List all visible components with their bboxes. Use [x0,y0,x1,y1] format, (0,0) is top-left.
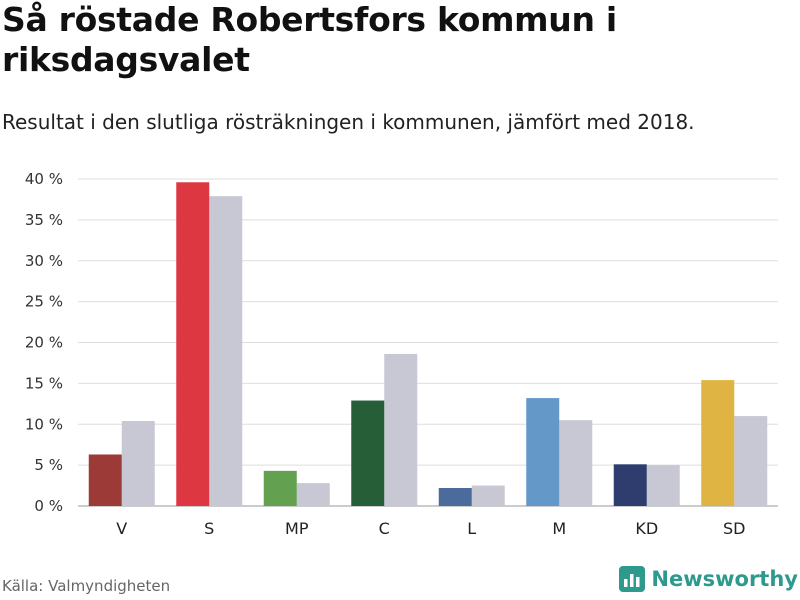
y-tick-label: 25 % [25,293,63,311]
y-tick-label: 10 % [25,415,63,433]
chart-subtitle: Resultat i den slutliga rösträkningen i … [2,110,695,134]
y-tick-label: 20 % [25,334,63,352]
y-tick-label: 40 % [25,170,63,188]
bar-2018-kd [646,465,680,506]
y-tick-label: 5 % [34,456,63,474]
bar-2018-sd [734,416,768,506]
x-tick-label: KD [635,519,658,538]
bar-2018-c [384,353,418,506]
bar-2018-m [559,420,593,506]
bar-2022-kd [613,464,647,506]
x-tick-label: C [379,519,390,538]
x-tick-label: SD [723,519,745,538]
bar-2022-mp [263,470,297,506]
y-tick-label: 15 % [25,374,63,392]
bar-2022-sd [701,380,735,506]
bar-2022-l [438,488,472,506]
bar-2022-v [88,454,122,506]
x-tick-label: L [467,519,476,538]
bar-2018-s [209,196,243,507]
x-tick-label: M [552,519,566,538]
bar-2018-l [471,485,505,506]
bar-2022-m [526,398,560,506]
bar-2018-mp [296,483,330,506]
bar-2022-s [176,182,210,506]
source-note: Källa: Valmyndigheten [2,577,171,595]
brand-name: Newsworthy [651,567,798,591]
bar-2018-v [121,420,155,506]
chart-title: Så röstade Robertsfors kommun i riksdags… [2,0,617,79]
brand-logo: Newsworthy [619,566,798,592]
x-tick-label: S [204,519,214,538]
bar-chart-logo-icon [619,566,646,592]
y-tick-label: 0 % [34,497,63,515]
bar-chart: 0 % 5 % 10 % 15 % 20 % 25 % 30 % 35 % 40 % V S MP C L… [25,170,778,538]
x-tick-label: V [116,519,127,538]
y-tick-label: 35 % [25,211,63,229]
bar-2022-c [351,400,385,506]
x-tick-label: MP [285,519,309,538]
y-tick-label: 30 % [25,252,63,270]
